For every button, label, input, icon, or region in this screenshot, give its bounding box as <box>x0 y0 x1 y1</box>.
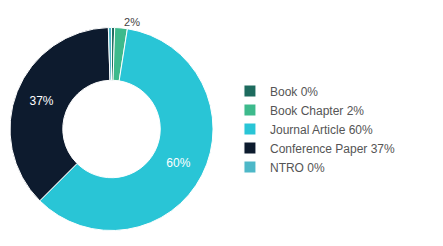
svg-text:2%: 2% <box>124 16 140 28</box>
svg-text:Conference Paper 37%: Conference Paper 37% <box>270 142 395 156</box>
svg-text:Book 0%: Book 0% <box>270 85 318 99</box>
svg-text:Journal Article 60%: Journal Article 60% <box>270 123 373 137</box>
svg-text:NTRO 0%: NTRO 0% <box>270 161 325 175</box>
svg-text:Book Chapter 2%: Book Chapter 2% <box>270 104 364 118</box>
svg-text:60%: 60% <box>166 156 190 170</box>
svg-text:37%: 37% <box>29 94 53 108</box>
